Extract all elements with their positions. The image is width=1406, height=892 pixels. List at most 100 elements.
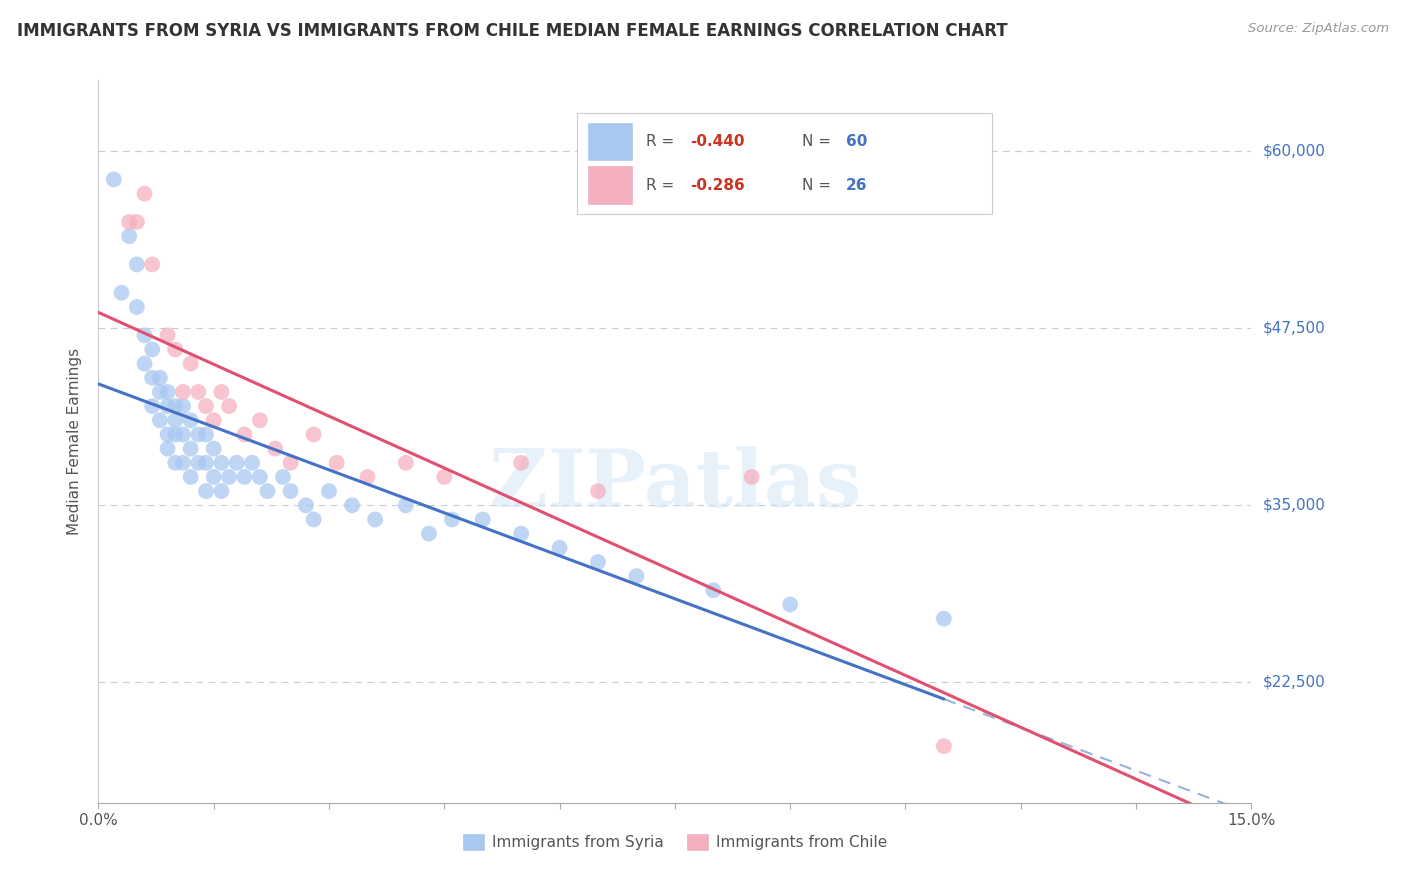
Point [218,399,240,413]
Point [510,456,533,470]
FancyBboxPatch shape [576,112,993,214]
Point [779,598,801,612]
Point [149,371,172,385]
Point [187,456,209,470]
Point [187,384,209,399]
Point [741,470,763,484]
Text: $47,500: $47,500 [1263,321,1326,335]
Point [418,526,440,541]
Point [586,555,609,569]
Point [156,427,179,442]
Point [249,413,271,427]
Point [356,470,378,484]
Point [202,413,225,427]
Point [103,172,125,186]
Point [471,512,494,526]
Text: R =: R = [647,134,679,149]
Text: N =: N = [801,134,835,149]
Y-axis label: Median Female Earnings: Median Female Earnings [67,348,83,535]
Point [433,470,456,484]
Point [125,215,148,229]
Point [233,470,256,484]
Point [172,399,194,413]
Point [156,328,179,343]
Point [118,215,141,229]
Point [209,484,232,499]
Point [233,427,256,442]
Point [141,257,163,271]
Point [187,427,209,442]
Point [702,583,724,598]
Point [165,399,187,413]
Point [195,399,218,413]
Point [141,343,163,357]
Point [302,512,325,526]
Point [440,512,463,526]
Point [134,186,156,201]
Text: 60: 60 [845,134,868,149]
Point [172,456,194,470]
Point [125,300,148,314]
Point [118,229,141,244]
Point [165,427,187,442]
Point [202,470,225,484]
Text: IMMIGRANTS FROM SYRIA VS IMMIGRANTS FROM CHILE MEDIAN FEMALE EARNINGS CORRELATIO: IMMIGRANTS FROM SYRIA VS IMMIGRANTS FROM… [17,22,1008,40]
Point [180,470,202,484]
Point [249,470,271,484]
Point [302,427,325,442]
Point [280,484,302,499]
Text: 26: 26 [845,178,868,193]
Point [156,399,179,413]
Point [256,484,278,499]
FancyBboxPatch shape [589,123,633,161]
Point [548,541,571,555]
Point [932,739,955,753]
Text: ZIPatlas: ZIPatlas [489,446,860,524]
Point [271,470,294,484]
Point [510,526,533,541]
Point [295,498,318,512]
Text: R =: R = [647,178,679,193]
Point [149,384,172,399]
Point [141,399,163,413]
Point [209,456,232,470]
Point [180,357,202,371]
Point [172,427,194,442]
Point [364,512,387,526]
Point [240,456,263,470]
Point [218,470,240,484]
Text: N =: N = [801,178,835,193]
Legend: Immigrants from Syria, Immigrants from Chile: Immigrants from Syria, Immigrants from C… [457,829,893,856]
Point [395,456,418,470]
Point [626,569,648,583]
Point [141,371,163,385]
Point [325,456,347,470]
Point [932,612,955,626]
Point [180,442,202,456]
Point [165,343,187,357]
Point [195,484,218,499]
Point [264,442,287,456]
Point [172,384,194,399]
Point [165,456,187,470]
Point [280,456,302,470]
Point [209,384,232,399]
Text: -0.440: -0.440 [690,134,744,149]
Point [110,285,132,300]
Text: -0.286: -0.286 [690,178,745,193]
Text: Source: ZipAtlas.com: Source: ZipAtlas.com [1249,22,1389,36]
Point [202,442,225,456]
Point [180,413,202,427]
Point [195,427,218,442]
Point [125,257,148,271]
Point [156,384,179,399]
Text: $60,000: $60,000 [1263,144,1326,159]
Point [395,498,418,512]
Point [165,413,187,427]
Point [195,456,218,470]
Point [156,442,179,456]
Point [225,456,247,470]
Text: $35,000: $35,000 [1263,498,1326,513]
Point [149,413,172,427]
Point [586,484,609,499]
